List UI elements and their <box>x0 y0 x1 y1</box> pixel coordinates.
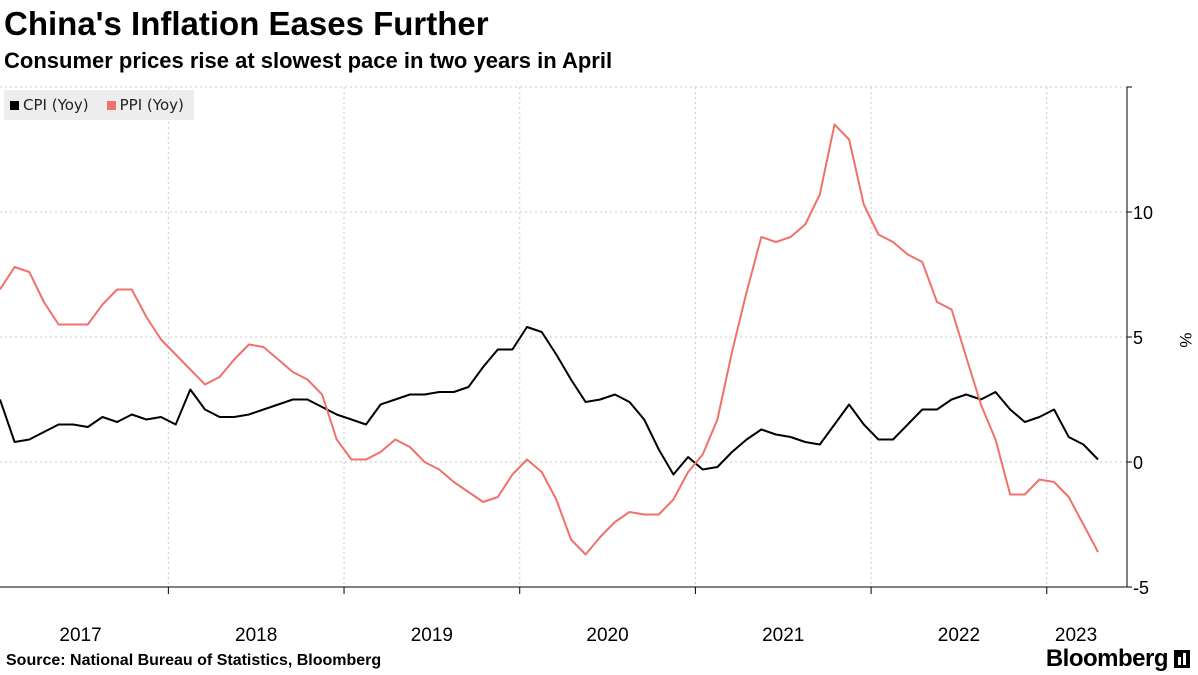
y-tick-label: -5 <box>1133 578 1149 598</box>
legend-swatch-cpi <box>10 100 19 110</box>
legend-item-ppi: PPI (Yoy) <box>106 96 184 114</box>
legend-label-cpi: CPI (Yoy) <box>23 96 89 114</box>
series-line-ppi <box>0 123 1099 556</box>
chart-title: China's Inflation Eases Further <box>4 5 489 42</box>
x-tick-label: 2018 <box>235 625 277 646</box>
legend-item-cpi: CPI (Yoy) <box>10 96 89 114</box>
chart-legend: CPI (Yoy) PPI (Yoy) <box>4 90 194 120</box>
bloomberg-chart-icon <box>1174 650 1190 668</box>
chart-subtitle: Consumer prices rise at slowest pace in … <box>4 48 613 73</box>
x-tick-label: 2020 <box>586 625 628 646</box>
x-tick-label: 2022 <box>938 625 980 646</box>
y-tick-label: 5 <box>1133 328 1143 348</box>
series-line-cpi <box>0 326 1099 476</box>
x-tick-label: 2023 <box>1055 625 1097 646</box>
x-tick-label: 2021 <box>762 625 804 646</box>
x-tick-label: 2019 <box>411 625 453 646</box>
y-tick-label: 10 <box>1133 203 1153 223</box>
brand-name: Bloomberg <box>1045 645 1169 672</box>
legend-swatch-ppi <box>106 100 116 110</box>
source-note: Source: National Bureau of Statistics, B… <box>6 652 382 669</box>
x-tick-label: 2017 <box>59 625 101 646</box>
y-tick-label: 0 <box>1133 453 1143 473</box>
y-axis-label: % <box>1176 332 1195 347</box>
bloomberg-logo: Bloomberg <box>1046 645 1190 673</box>
legend-label-ppi: PPI (Yoy) <box>119 96 184 114</box>
